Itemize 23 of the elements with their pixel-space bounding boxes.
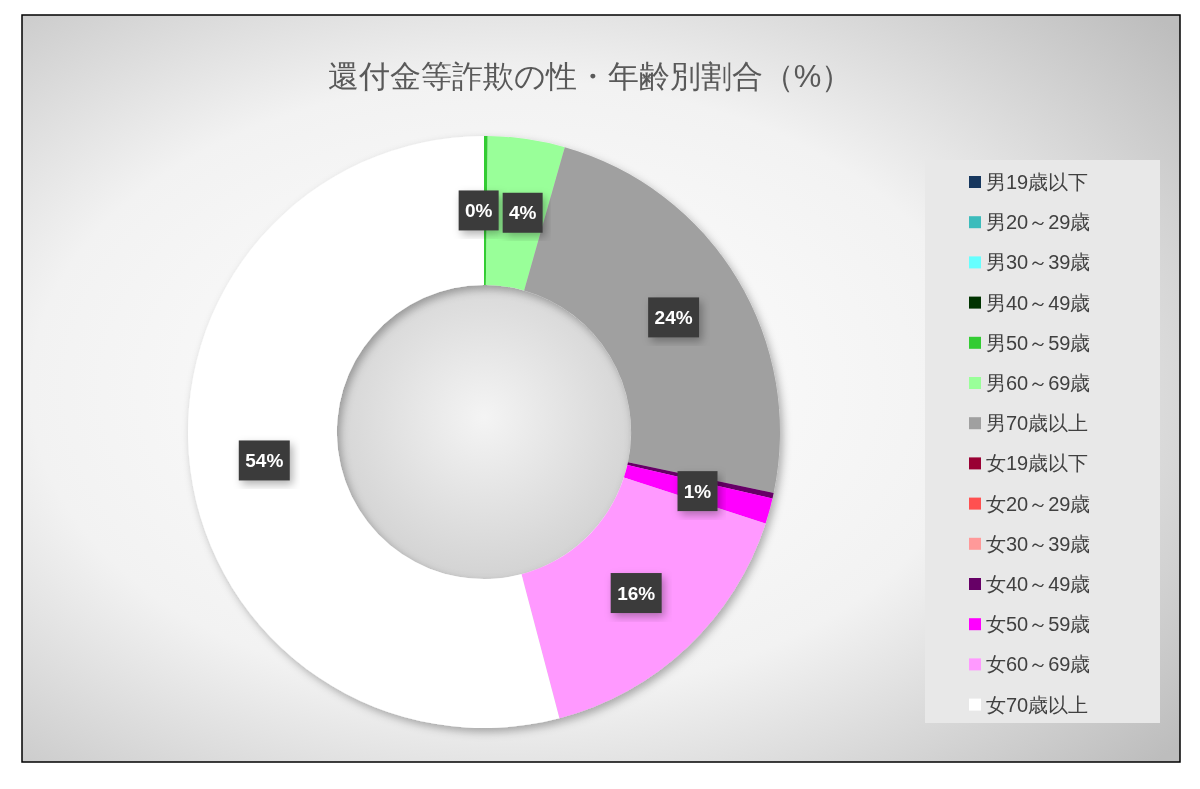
- legend-label: 女20～29歳: [986, 492, 1091, 515]
- data-label: 16%: [617, 582, 656, 604]
- legend-label: 男19歳以下: [986, 171, 1089, 193]
- legend-label: 女60～69歳: [986, 653, 1091, 676]
- legend-label: 女70歳以上: [986, 693, 1089, 716]
- legend-label: 男60～69歳: [986, 372, 1091, 394]
- legend-label: 女40～49歳: [986, 573, 1091, 595]
- data-label: 24%: [654, 306, 693, 328]
- legend-label: 女30～39歳: [986, 532, 1091, 555]
- donut-slice: [521, 477, 766, 719]
- data-label: 0%: [464, 199, 493, 221]
- donut-slice: [188, 136, 560, 728]
- chart-title: 還付金等詐欺の性・年齢別割合（%）: [327, 59, 853, 94]
- data-label: 54%: [245, 449, 284, 471]
- legend-label: 男50～59歳: [986, 331, 1091, 354]
- legend-label: 女19歳以下: [986, 452, 1089, 475]
- legend-label: 女50～59歳: [986, 613, 1091, 636]
- legend-label: 男30～39歳: [986, 251, 1091, 274]
- legend-label: 男20～29歳: [986, 211, 1091, 234]
- data-label: 4%: [508, 202, 537, 224]
- data-label: 1%: [683, 480, 712, 502]
- legend-label: 男70歳以上: [986, 412, 1089, 435]
- legend-label: 男40～49歳: [986, 291, 1091, 314]
